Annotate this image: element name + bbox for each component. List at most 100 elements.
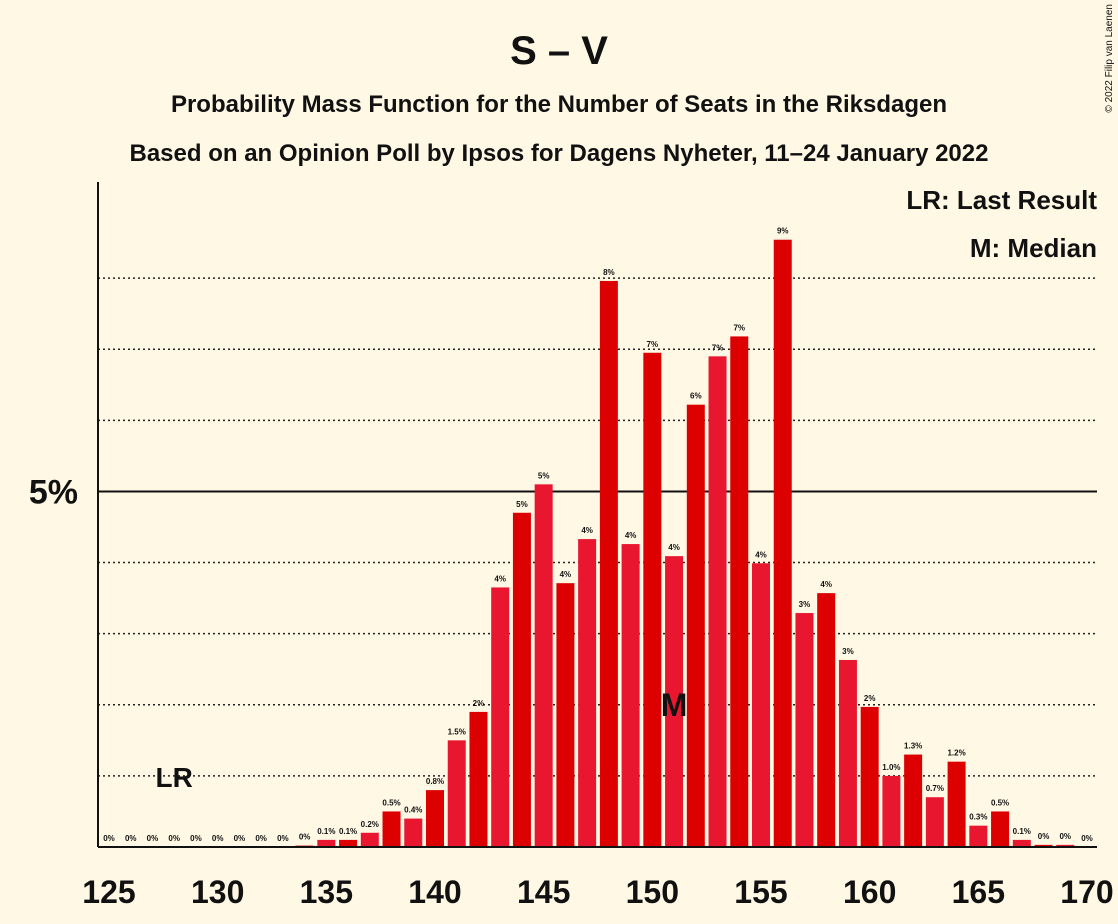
value-label: 0.1% — [339, 827, 357, 836]
bar — [882, 775, 901, 847]
bar — [686, 404, 705, 847]
value-label: 0.5% — [382, 798, 400, 807]
value-label: 2% — [473, 699, 485, 708]
annotation: LR — [156, 762, 193, 793]
value-label: 7% — [733, 323, 745, 332]
bar — [947, 761, 966, 847]
bar — [817, 593, 836, 847]
x-tick-label: 130 — [191, 874, 244, 910]
value-label: 7% — [647, 340, 659, 349]
value-label: 7% — [712, 343, 724, 352]
legend-entry: LR: Last Result — [906, 185, 1097, 215]
value-label: 0.1% — [1013, 827, 1031, 836]
chart-subtitle: Probability Mass Function for the Number… — [171, 91, 947, 118]
value-label: 5% — [538, 471, 550, 480]
value-label: 0.8% — [426, 777, 444, 786]
bar — [382, 811, 401, 847]
value-label: 4% — [581, 526, 593, 535]
bar — [1056, 844, 1075, 847]
bar — [730, 336, 749, 847]
value-label: 1.5% — [448, 727, 466, 736]
value-label: 0.2% — [361, 820, 379, 829]
value-label: 0.1% — [317, 827, 335, 836]
value-label: 0.4% — [404, 806, 422, 815]
value-label: 1.2% — [947, 749, 965, 758]
value-label: 0.5% — [991, 798, 1009, 807]
bar — [773, 239, 792, 847]
value-label: 6% — [690, 392, 702, 401]
x-tick-label: 155 — [734, 874, 787, 910]
value-label: 0.7% — [926, 784, 944, 793]
value-label: 0% — [1038, 832, 1050, 841]
value-label: 0% — [125, 834, 137, 843]
x-tick-label: 160 — [843, 874, 896, 910]
value-label: 1.0% — [882, 763, 900, 772]
x-tick-label: 165 — [952, 874, 1005, 910]
x-tick-label: 140 — [408, 874, 461, 910]
value-label: 4% — [755, 550, 767, 559]
bar — [708, 356, 727, 847]
bar — [426, 790, 444, 847]
value-label: 4% — [668, 543, 680, 552]
bar — [1034, 844, 1053, 847]
bar — [447, 740, 466, 847]
value-label: 4% — [625, 531, 637, 540]
value-label: 0% — [1081, 834, 1093, 843]
value-label: 0% — [299, 833, 311, 842]
value-label: 0% — [212, 834, 224, 843]
x-tick-label: 125 — [82, 874, 135, 910]
value-label: 9% — [777, 227, 789, 236]
bar — [491, 587, 510, 847]
annotation: M — [661, 687, 688, 723]
bar — [925, 797, 944, 847]
bar — [860, 706, 879, 847]
bar — [578, 539, 597, 847]
bar — [643, 352, 662, 847]
bar — [904, 754, 923, 847]
copyright: © 2022 Filip van Laenen — [1104, 4, 1115, 113]
bar — [991, 811, 1010, 847]
value-label: 4% — [560, 570, 572, 579]
bar — [599, 280, 618, 847]
bar — [469, 711, 488, 847]
value-label: 3% — [842, 647, 854, 656]
bar — [969, 825, 988, 847]
bar — [752, 563, 770, 847]
bar — [317, 839, 336, 847]
value-label: 5% — [516, 500, 528, 509]
value-label: 0% — [190, 834, 202, 843]
bar — [534, 484, 553, 847]
value-label: 3% — [799, 600, 811, 609]
chart-subtitle: Based on an Opinion Poll by Ipsos for Da… — [130, 140, 989, 167]
value-label: 0% — [147, 834, 159, 843]
value-label: 0% — [168, 834, 180, 843]
bar — [404, 818, 423, 847]
bar — [360, 832, 379, 847]
bar — [1012, 839, 1031, 847]
x-tick-label: 150 — [626, 874, 679, 910]
value-label: 0% — [234, 834, 246, 843]
x-tick-label: 170 — [1060, 874, 1113, 910]
legend-entry: M: Median — [970, 233, 1097, 263]
value-label: 0% — [1059, 832, 1071, 841]
bar — [665, 556, 684, 847]
y-tick-label: 5% — [29, 473, 78, 511]
bar — [795, 613, 814, 847]
value-label: 4% — [820, 580, 832, 589]
value-label: 0% — [103, 834, 115, 843]
value-label: 0.3% — [969, 813, 987, 822]
bar — [556, 583, 575, 847]
bar — [621, 544, 640, 847]
value-label: 0% — [277, 834, 289, 843]
value-label: 8% — [603, 268, 615, 277]
bar — [339, 839, 358, 847]
bar — [512, 512, 531, 847]
bar — [838, 659, 857, 847]
x-tick-label: 145 — [517, 874, 570, 910]
value-label: 0% — [255, 834, 267, 843]
value-label: 4% — [494, 574, 506, 583]
value-label: 2% — [864, 694, 876, 703]
x-tick-label: 135 — [300, 874, 353, 910]
value-label: 1.3% — [904, 742, 922, 751]
